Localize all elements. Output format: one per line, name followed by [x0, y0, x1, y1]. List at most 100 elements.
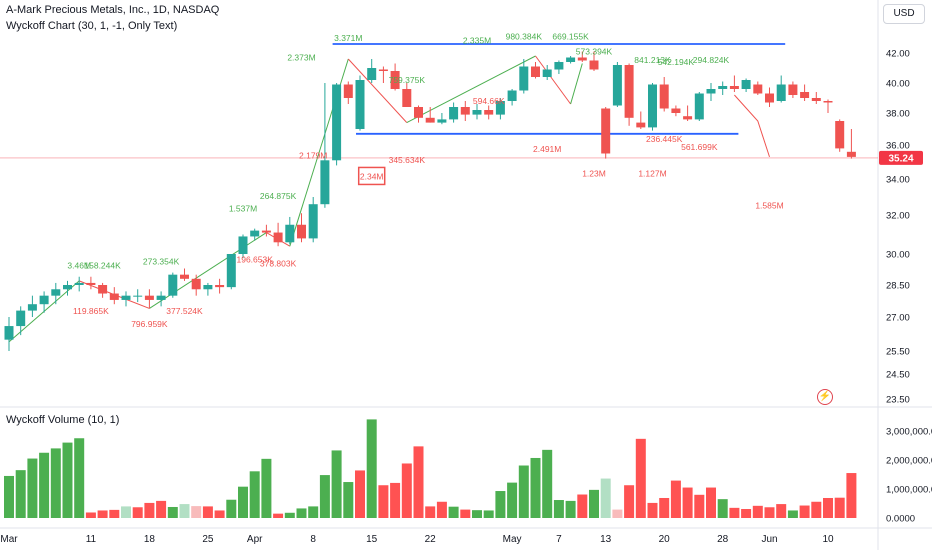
wyckoff-label: 980.384K	[506, 32, 543, 42]
volume-bar	[308, 506, 319, 518]
candle	[63, 280, 72, 296]
candle-body	[706, 89, 716, 94]
candle	[27, 295, 37, 317]
price-tick-label: 38.00	[886, 109, 910, 120]
candle-body	[800, 92, 810, 98]
volume-bar	[717, 499, 728, 518]
candle	[285, 216, 295, 245]
volume-bar	[121, 506, 131, 518]
volume-bar	[179, 504, 190, 518]
wyckoff-label: 2.373M	[287, 53, 315, 63]
candle-body	[495, 101, 505, 115]
volume-bar	[27, 458, 38, 518]
candle	[133, 289, 143, 303]
wyckoff-label: 196.653K	[236, 254, 273, 264]
time-tick-label: May	[503, 534, 522, 545]
volume-bar	[507, 482, 518, 518]
price-tick-label: 42.00	[886, 49, 910, 60]
candle	[378, 66, 388, 83]
volume-bar	[390, 482, 401, 518]
volume-bar	[647, 502, 658, 518]
candle	[788, 81, 798, 98]
candle-body	[191, 278, 201, 290]
volume-bar	[460, 509, 471, 518]
candle-body	[683, 116, 693, 120]
candle-body	[835, 121, 845, 149]
time-tick-label: 7	[556, 534, 562, 545]
candle-body	[542, 69, 552, 77]
volume-bar	[109, 509, 120, 518]
candle-body	[355, 80, 365, 129]
volume-bar	[401, 463, 412, 518]
price-tick-label: 32.00	[886, 211, 910, 222]
wyckoff-label: 236.445K	[646, 134, 683, 144]
candle-body	[472, 110, 482, 115]
wave-line	[149, 232, 267, 309]
candle-body	[238, 236, 248, 254]
volume-bar	[670, 480, 681, 518]
volume-bar	[378, 485, 389, 518]
volume-bar	[706, 487, 716, 518]
volume-bar	[577, 494, 588, 518]
volume-bar	[15, 470, 26, 518]
wyckoff-label: 264.875K	[260, 191, 297, 201]
volume-bar	[331, 450, 342, 518]
candle	[4, 317, 14, 351]
price-tick-label: 34.00	[886, 175, 910, 186]
candle-body	[109, 293, 119, 300]
volume-bar	[542, 449, 553, 518]
candle	[846, 129, 856, 159]
last-price-tag	[879, 150, 923, 165]
candle-body	[846, 151, 856, 157]
volume-bar	[741, 509, 752, 518]
volume-bar	[156, 500, 167, 518]
candle-body	[624, 65, 634, 118]
candle-body	[297, 224, 306, 239]
candle-body	[250, 230, 260, 237]
volume-bars	[4, 419, 857, 518]
wyckoff-label: 1.23M	[582, 168, 606, 178]
candle	[156, 291, 166, 307]
wyckoff-label: 669.155K	[552, 32, 589, 42]
wyckoff-label: 378.803K	[260, 258, 297, 268]
candle	[320, 83, 330, 208]
candle	[554, 60, 564, 74]
candle	[86, 276, 96, 290]
wyckoff-label: 573.394K	[576, 47, 613, 57]
volume-bar	[518, 465, 529, 518]
volume-bar	[811, 501, 822, 518]
flash-icon[interactable]: ⚡	[817, 389, 833, 405]
price-tick-label: 23.50	[886, 395, 910, 406]
candle-body	[39, 295, 49, 305]
volume-bar	[530, 457, 541, 518]
candle	[835, 119, 845, 152]
volume-bar	[343, 482, 354, 518]
candle-body	[659, 84, 669, 109]
candle-body	[414, 107, 423, 118]
currency-button[interactable]: USD	[883, 4, 925, 24]
volume-bar	[249, 471, 260, 518]
candle-body	[765, 93, 774, 103]
time-tick-label: 8	[310, 534, 316, 545]
wyckoff-label: 796.959K	[131, 319, 168, 329]
volume-bar	[4, 475, 14, 518]
candle	[308, 197, 318, 243]
volume-bar	[483, 510, 494, 518]
price-tick-label: 40.00	[886, 79, 910, 90]
candle-body	[332, 84, 342, 161]
candle	[589, 51, 599, 71]
boxed-label: 2.34M	[360, 171, 384, 181]
candle-body	[121, 295, 131, 300]
candle	[168, 272, 178, 298]
wyckoff-label: 294.824K	[693, 55, 730, 65]
candle	[566, 56, 576, 64]
candle-body	[156, 295, 166, 300]
volume-bar	[495, 491, 506, 518]
volume-bar	[74, 438, 85, 518]
candle	[624, 63, 634, 126]
candle	[823, 99, 833, 113]
candle	[671, 105, 681, 117]
volume-bar	[472, 510, 482, 518]
candle-body	[273, 232, 283, 243]
